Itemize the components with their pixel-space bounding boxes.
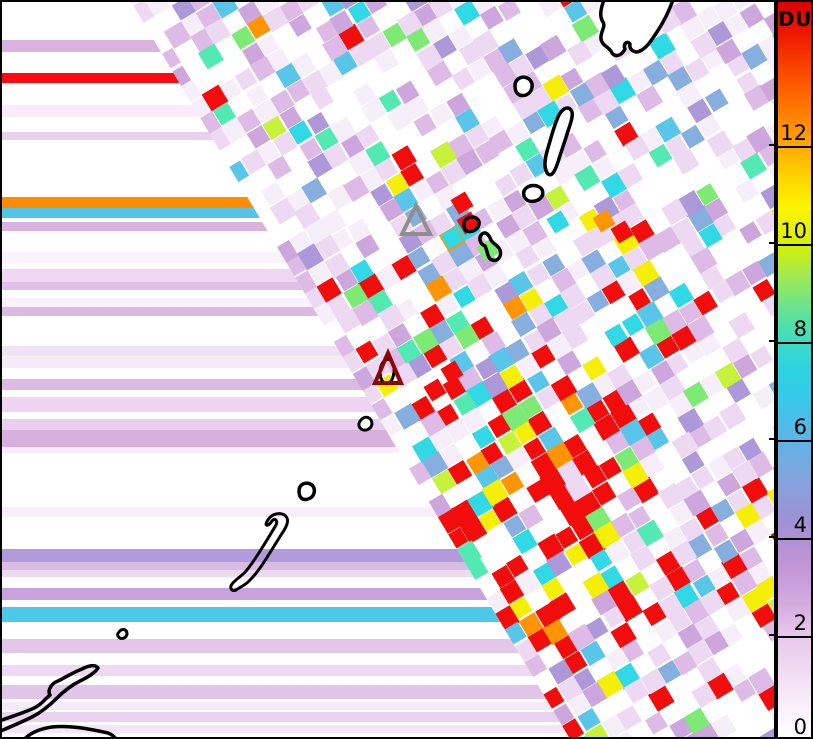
swath-pixel-forced — [440, 360, 464, 384]
zonal-stripe — [0, 357, 570, 368]
coastlines — [0, 0, 675, 739]
colorbar-tick-label: 2 — [793, 611, 807, 635]
swath-pixels — [151, 0, 776, 739]
swath-pixel-forced — [355, 340, 379, 364]
swath-pixel-forced — [546, 210, 570, 234]
swath-pixel-mosaic — [130, 0, 776, 739]
map-frame — [0, 0, 776, 739]
zonal-stripe — [0, 712, 570, 722]
zonal-stripe — [0, 725, 570, 733]
colorbar-tick-label: 6 — [793, 415, 807, 439]
coastline-island-long-thin — [229, 512, 289, 592]
colorbar-tick-line — [778, 244, 811, 246]
zonal-stripe — [0, 639, 570, 653]
colorbar-gradient — [778, 2, 811, 737]
coastline-kamchatka-tip — [599, 0, 675, 58]
coastline-islet-west — [357, 415, 374, 432]
coastline-island-oval-b — [462, 215, 481, 234]
zonal-stripe — [0, 447, 570, 453]
colorbar-tick-line — [778, 538, 811, 540]
colorbar-tick-line — [778, 146, 811, 148]
coastline-southwest-fragment — [22, 724, 119, 739]
coastline-islet-tiny — [116, 628, 129, 640]
coastline-island-round-north — [513, 75, 534, 98]
zonal-stripe — [0, 298, 570, 307]
swath-pixels — [130, 0, 776, 739]
zonal-stripe — [0, 549, 570, 562]
swath-pixels — [132, 0, 776, 739]
swath-pixel-forced — [450, 191, 474, 215]
volcano-marker-gray — [398, 201, 434, 236]
colorbar-outer-tick — [769, 438, 776, 440]
volcano-marker-darkred — [371, 347, 405, 385]
coastline-island-dumbbell — [478, 231, 503, 263]
colorbar-tick-line — [778, 342, 811, 344]
colorbar-tick-line — [778, 440, 811, 442]
coastline-island-long-kuril — [543, 106, 574, 177]
swath-pixels — [130, 0, 776, 739]
zonal-stripe — [0, 570, 570, 577]
colorbar-outer-tick — [769, 634, 776, 636]
colorbar-tick-label: 4 — [793, 513, 807, 537]
colorbar-tick-label: 12 — [780, 121, 807, 145]
coastline-island-round-mid — [297, 481, 317, 502]
colorbar-outer-tick — [769, 144, 776, 146]
zonal-stripe — [0, 685, 570, 699]
colorbar-outer-tick — [769, 536, 776, 538]
swath-pixel-forced — [610, 220, 634, 244]
swath-pixel-forced — [592, 209, 616, 233]
colorbar: DU 12 10 8 6 4 2 0 — [776, 0, 813, 739]
zonal-stripe — [0, 346, 570, 356]
colorbar-tick-label: 8 — [793, 317, 807, 341]
swath-pixel-forced — [423, 378, 447, 402]
zonal-stripe — [0, 665, 570, 676]
colorbar-outer-tick — [769, 340, 776, 342]
swath-pixels — [239, 0, 776, 684]
colorbar-outer-tick — [769, 242, 776, 244]
coastline-island-southwest — [0, 664, 100, 734]
swath-pixels — [201, 0, 716, 731]
zonal-stripe — [0, 562, 570, 570]
zonal-stripe — [0, 607, 570, 622]
zonal-stripe — [0, 282, 570, 290]
volcano-markers — [371, 201, 434, 385]
colorbar-tick-line — [778, 636, 811, 638]
zonal-stripe — [0, 588, 570, 600]
colorbar-tick-label: 10 — [780, 219, 807, 243]
zonal-stripe — [0, 222, 570, 231]
zonal-stripe — [0, 702, 570, 710]
zonal-stripe — [0, 507, 570, 517]
map-plot — [0, 0, 776, 739]
zonal-stripe — [0, 419, 570, 430]
coastline-island-small-a — [521, 183, 545, 204]
swath-pixel-forced — [440, 226, 464, 250]
colorbar-unit-label: DU — [778, 7, 812, 31]
zonal-stripe — [0, 307, 570, 316]
colorbar-tick-label: 0 — [793, 715, 807, 739]
zonal-stripe — [0, 379, 570, 390]
